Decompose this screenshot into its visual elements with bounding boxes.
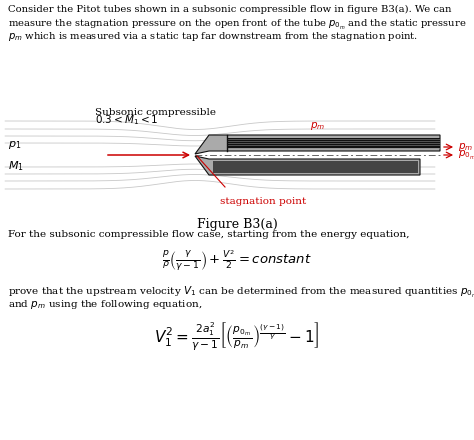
Text: stagnation point: stagnation point bbox=[220, 197, 306, 206]
Polygon shape bbox=[213, 161, 418, 173]
Text: prove that the upstream velocity $V_1$ can be determined from the measured quant: prove that the upstream velocity $V_1$ c… bbox=[8, 285, 474, 300]
Text: $V_1^2=\frac{2a_1^2}{\gamma-1}\left[\left(\frac{p_{0_m}}{p_m}\right)^{\frac{(\ga: $V_1^2=\frac{2a_1^2}{\gamma-1}\left[\lef… bbox=[154, 320, 320, 352]
Polygon shape bbox=[195, 135, 440, 154]
Polygon shape bbox=[195, 156, 420, 175]
Text: Subsonic compressible: Subsonic compressible bbox=[95, 108, 216, 117]
Text: For the subsonic compressible flow case, starting from the energy equation,: For the subsonic compressible flow case,… bbox=[8, 230, 410, 239]
Text: $p_m$: $p_m$ bbox=[458, 141, 473, 153]
Text: $p_m$ which is measured via a static tap far downstream from the stagnation poin: $p_m$ which is measured via a static tap… bbox=[8, 30, 418, 43]
Text: $p_1$: $p_1$ bbox=[8, 139, 21, 151]
Text: $0.3 < M_1 < 1$: $0.3 < M_1 < 1$ bbox=[95, 113, 158, 127]
Text: and $p_m$ using the following equation,: and $p_m$ using the following equation, bbox=[8, 298, 202, 311]
Text: Consider the Pitot tubes shown in a subsonic compressible flow in figure B3(a). : Consider the Pitot tubes shown in a subs… bbox=[8, 5, 452, 14]
Text: $p_{0_m}$: $p_{0_m}$ bbox=[458, 148, 474, 161]
Text: Figure B3(a): Figure B3(a) bbox=[197, 218, 277, 231]
Polygon shape bbox=[227, 138, 440, 148]
Text: $p_m$: $p_m$ bbox=[310, 120, 325, 132]
Text: $M_1$: $M_1$ bbox=[8, 159, 24, 173]
Text: measure the stagnation pressure on the open front of the tube $p_{0_m}$ and the : measure the stagnation pressure on the o… bbox=[8, 18, 466, 32]
Text: $\frac{p}{\rho}\left(\frac{\gamma}{\gamma-1}\right)+\frac{V^2}{2}=\mathit{consta: $\frac{p}{\rho}\left(\frac{\gamma}{\gamm… bbox=[162, 249, 312, 273]
